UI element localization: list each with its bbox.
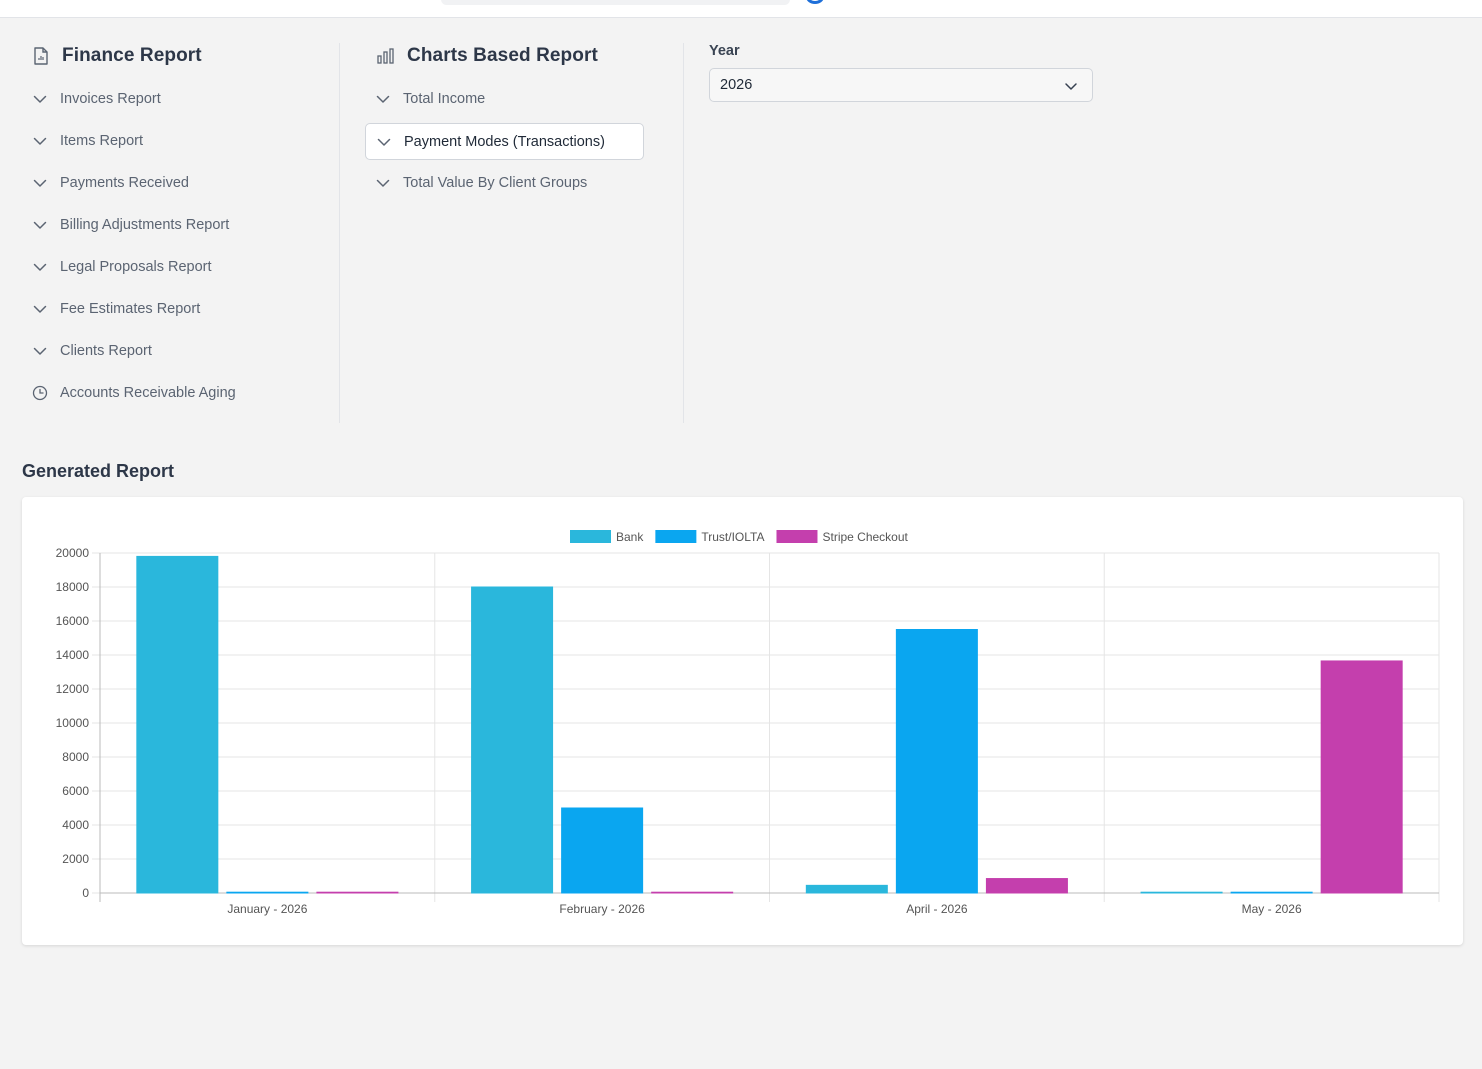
chevron-down-icon — [32, 301, 48, 317]
charts-report-title: Charts Based Report — [407, 45, 598, 66]
bar-trust-iolta-0 — [226, 891, 309, 894]
spinner-icon — [806, 0, 824, 4]
y-tick-label: 14000 — [56, 648, 90, 662]
chevron-down-icon — [32, 217, 48, 233]
finance-item-billing-adjustments-report[interactable]: Billing Adjustments Report — [32, 207, 322, 243]
x-tick-label: February - 2026 — [559, 902, 645, 916]
bar-stripe-checkout-0 — [316, 891, 399, 894]
y-tick-label: 12000 — [56, 682, 90, 696]
finance-item-label: Legal Proposals Report — [60, 259, 212, 275]
bar-trust-iolta-1 — [561, 807, 644, 894]
legend-swatch-0 — [570, 530, 611, 543]
x-tick-label: May - 2026 — [1242, 902, 1302, 916]
y-tick-label: 6000 — [62, 784, 89, 798]
finance-item-payments-received[interactable]: Payments Received — [32, 165, 322, 201]
legend-swatch-1 — [655, 530, 697, 543]
finance-item-label: Payments Received — [60, 175, 189, 191]
chevron-down-icon — [32, 133, 48, 149]
bar-stripe-checkout-1 — [651, 891, 734, 894]
finance-item-label: Billing Adjustments Report — [60, 217, 230, 233]
chevron-down-icon — [1065, 83, 1077, 90]
search-input[interactable] — [441, 0, 790, 5]
y-tick-label: 20000 — [56, 546, 90, 560]
legend-label-0: Bank — [616, 530, 644, 544]
bar-trust-iolta-2 — [895, 629, 978, 894]
finance-item-label: Clients Report — [60, 343, 152, 359]
chevron-down-icon — [376, 134, 392, 150]
year-value: 2026 — [720, 77, 753, 93]
charts-item-label: Total Value By Client Groups — [403, 175, 588, 191]
chevron-down-icon — [375, 91, 391, 107]
finance-report-header: Finance Report — [32, 45, 202, 67]
finance-item-label: Fee Estimates Report — [60, 301, 201, 317]
charts-item-label: Total Income — [403, 91, 486, 107]
year-label: Year — [709, 43, 740, 59]
chart-card: 0 2000 4000 6000 8000 10000 12000 14000 16000 180… — [22, 497, 1463, 945]
finance-item-clients-report[interactable]: Clients Report — [32, 333, 322, 369]
chevron-down-icon — [32, 91, 48, 107]
charts-report-header: Charts Based Report — [377, 45, 598, 67]
y-tick-label: 16000 — [56, 614, 90, 628]
y-tick-label: 0 — [82, 886, 89, 900]
bar-bank-0 — [136, 555, 219, 894]
bar-bank-2 — [805, 884, 888, 894]
finance-item-fee-estimates-report[interactable]: Fee Estimates Report — [32, 291, 322, 327]
finance-item-legal-proposals-report[interactable]: Legal Proposals Report — [32, 249, 322, 285]
generated-report-title: Generated Report — [22, 461, 175, 481]
charts-item-label: Payment Modes (Transactions) — [404, 133, 605, 150]
chevron-down-icon — [375, 175, 391, 191]
chevron-down-icon — [32, 343, 48, 359]
finance-item-items-report[interactable]: Items Report — [32, 123, 322, 159]
charts-item-total-income[interactable]: Total Income — [375, 81, 644, 117]
finance-item-label: Accounts Receivable Aging — [60, 385, 236, 401]
bar-bank-1 — [471, 586, 554, 894]
charts-item-total-value-by-client-groups[interactable]: Total Value By Client Groups — [375, 165, 644, 201]
bar-bank-3 — [1140, 891, 1223, 894]
bar-chart-icon — [377, 47, 395, 65]
finance-item-invoices-report[interactable]: Invoices Report — [32, 81, 322, 117]
y-tick-label: 18000 — [56, 580, 90, 594]
legend-label-2: Stripe Checkout — [822, 530, 908, 544]
bar-stripe-checkout-3 — [1320, 660, 1403, 894]
clock-icon — [32, 385, 48, 401]
x-tick-label: April - 2026 — [906, 902, 968, 916]
y-tick-label: 2000 — [62, 852, 89, 866]
payment-modes-chart: 0 2000 4000 6000 8000 10000 12000 14000 16000 180… — [56, 530, 1440, 916]
top-bar — [0, 0, 1482, 18]
y-tick-label: 4000 — [62, 818, 89, 832]
y-tick-label: 8000 — [62, 750, 89, 764]
chevron-down-icon — [32, 259, 48, 275]
year-filter: Year 2026 — [709, 43, 1093, 102]
x-tick-label: January - 2026 — [227, 902, 307, 916]
year-select[interactable]: 2026 — [709, 68, 1093, 102]
finance-report-title: Finance Report — [62, 45, 202, 66]
chevron-down-icon — [32, 175, 48, 191]
finance-item-label: Invoices Report — [60, 91, 161, 107]
document-icon — [32, 47, 50, 65]
bar-stripe-checkout-2 — [985, 878, 1068, 894]
y-tick-label: 10000 — [56, 716, 90, 730]
legend-label-1: Trust/IOLTA — [701, 530, 764, 544]
finance-item-accounts-receivable-aging[interactable]: Accounts Receivable Aging — [32, 375, 322, 411]
charts-report-panel: Charts Based Report Total Income Payment … — [341, 43, 684, 423]
charts-item-payment-modes-transactions[interactable]: Payment Modes (Transactions) — [365, 123, 644, 160]
finance-item-label: Items Report — [60, 133, 143, 149]
legend-swatch-2 — [776, 530, 818, 543]
finance-report-panel: Finance Report Invoices Report Items Repo… — [22, 43, 340, 423]
bar-trust-iolta-3 — [1230, 891, 1313, 894]
